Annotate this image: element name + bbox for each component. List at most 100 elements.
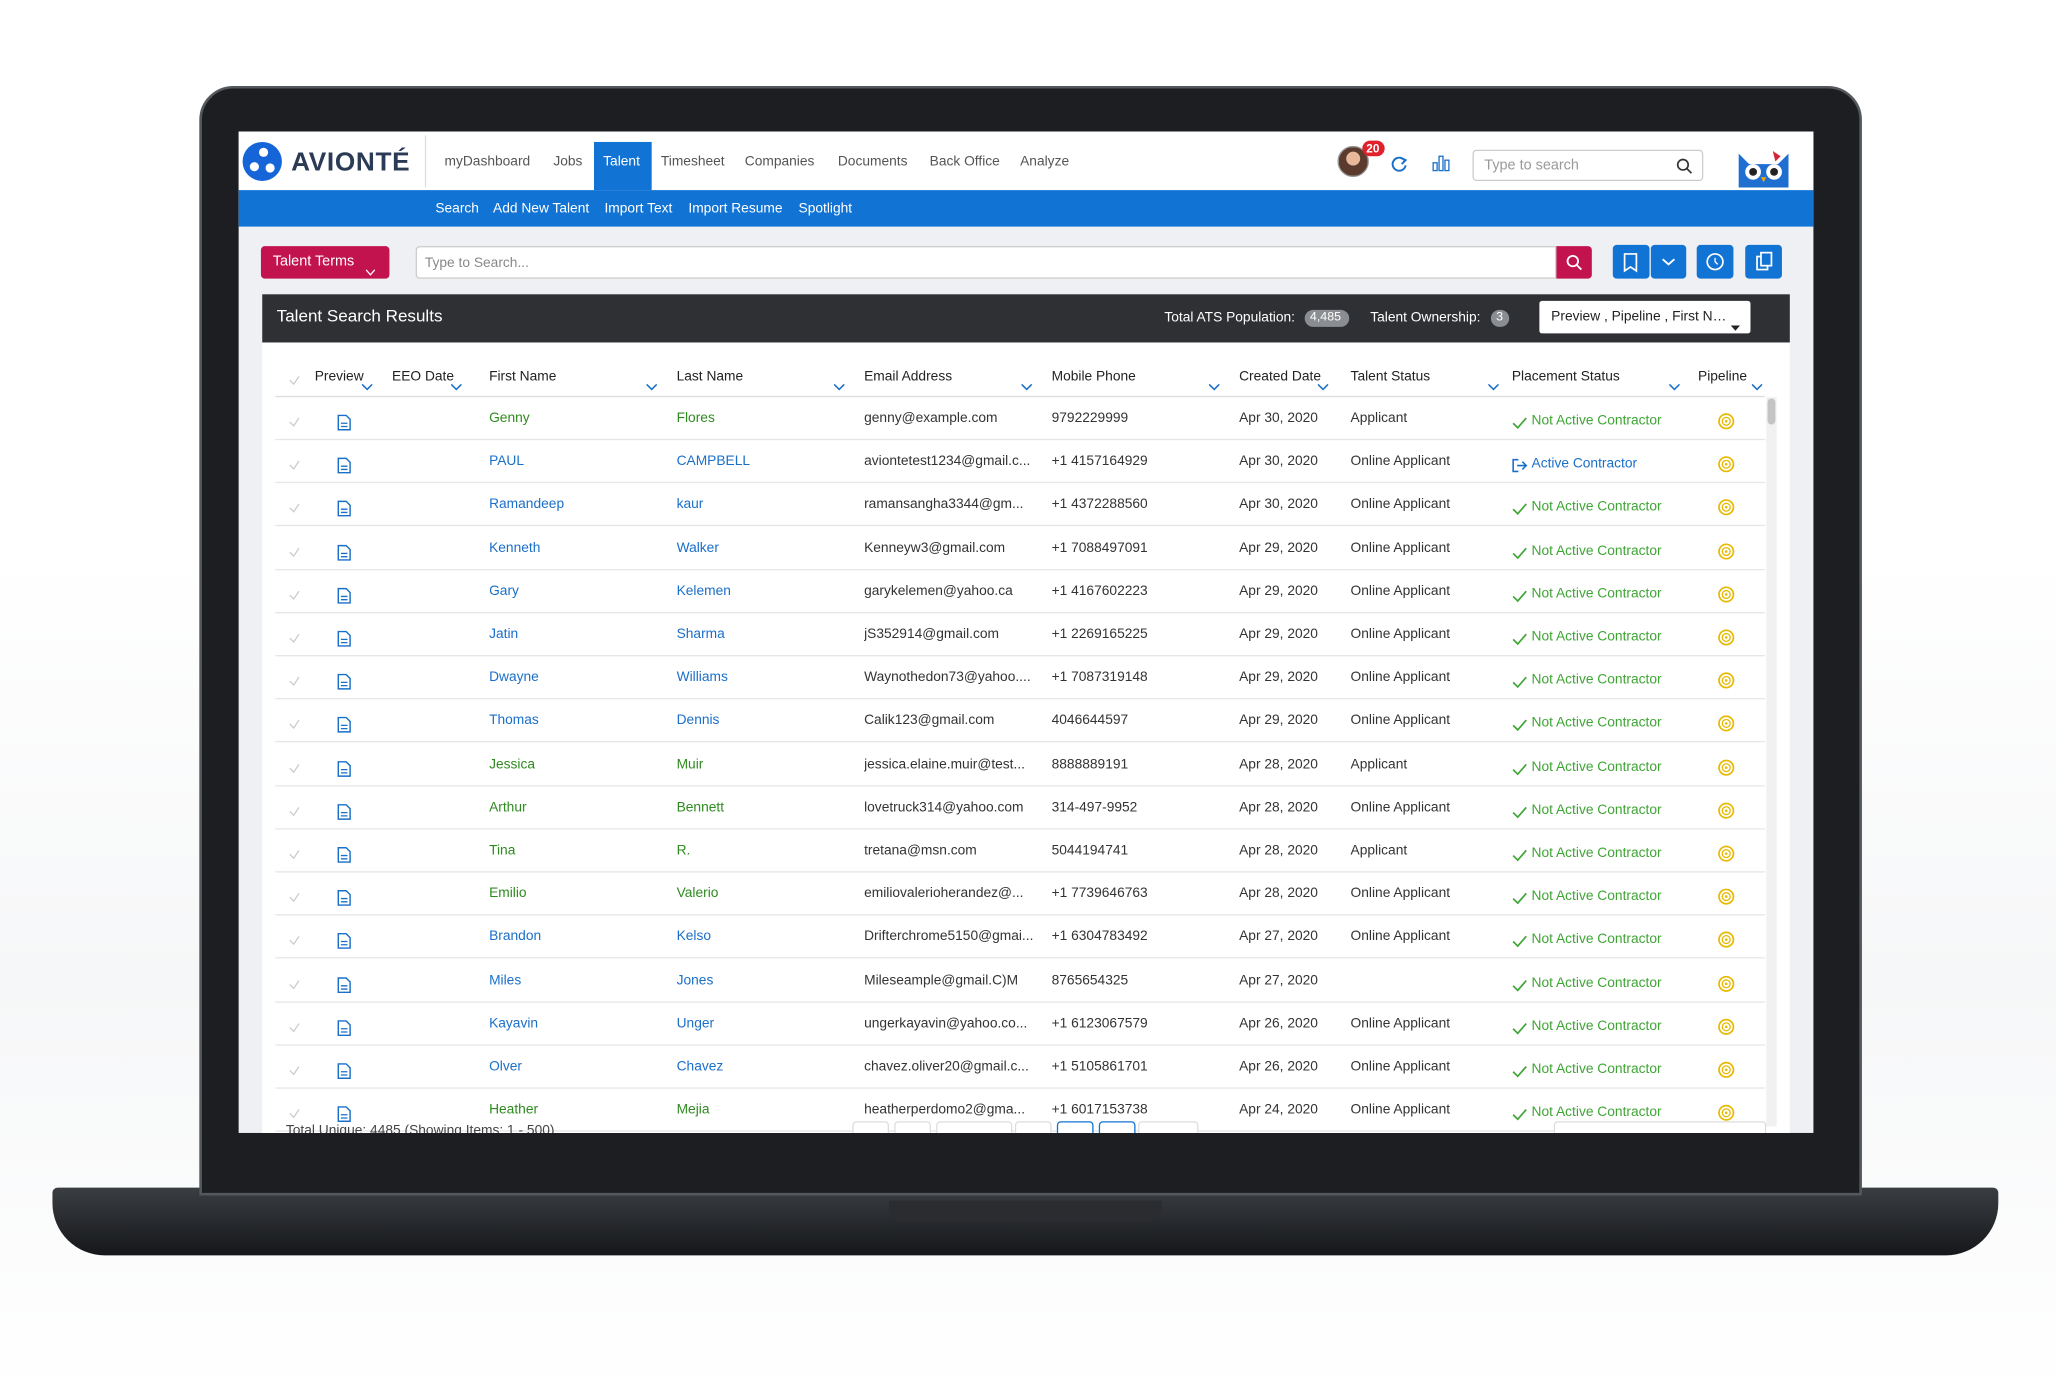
first-name[interactable]: Kenneth xyxy=(489,539,541,556)
last-name[interactable]: R. xyxy=(676,842,691,859)
talent-terms-button[interactable]: Talent Terms xyxy=(260,246,390,279)
nav-item[interactable]: Timesheet xyxy=(660,153,725,170)
global-search[interactable]: Type to search xyxy=(1472,149,1704,182)
search-button[interactable] xyxy=(1556,246,1592,279)
nav-item[interactable]: Analyze xyxy=(1020,153,1070,170)
nav-item[interactable]: Talent xyxy=(603,153,640,170)
pagination-button[interactable] xyxy=(936,1121,1013,1133)
talent-status: Online Applicant xyxy=(1350,1015,1451,1032)
talent-status: Online Applicant xyxy=(1350,712,1451,729)
first-name[interactable]: Gary xyxy=(489,583,519,599)
last-name[interactable]: Kelemen xyxy=(676,583,731,599)
column-header[interactable]: EEO Date xyxy=(392,368,455,385)
last-name[interactable]: kaur xyxy=(676,496,704,513)
first-name[interactable]: Ramandeep xyxy=(489,496,565,513)
first-name[interactable]: Jessica xyxy=(489,756,535,772)
search-input[interactable]: Type to Search... xyxy=(415,246,1557,279)
table-row[interactable]: Jessica Muir jessica.elaine.muir@test... 88… xyxy=(275,743,1765,787)
created-date: Apr 27, 2020 xyxy=(1239,972,1318,988)
last-name[interactable]: Williams xyxy=(676,669,728,686)
bookmark-dropdown[interactable] xyxy=(1650,244,1687,279)
pagination-button[interactable] xyxy=(1056,1121,1094,1133)
table-row[interactable]: Brandon Kelso Drifterchrome5150@gmai... +1 … xyxy=(275,916,1765,959)
last-name[interactable]: Bennett xyxy=(676,799,725,815)
email: Waynothedon73@yahoo.... xyxy=(864,669,1031,686)
preview-icon xyxy=(337,760,351,777)
last-name[interactable]: Valerio xyxy=(676,885,719,902)
subnav-item[interactable]: Import Resume xyxy=(688,200,783,217)
first-name[interactable]: Kayavin xyxy=(489,1015,539,1032)
last-name[interactable]: Jones xyxy=(676,972,714,988)
pagination-button[interactable] xyxy=(1098,1121,1136,1133)
pagination-button[interactable] xyxy=(1138,1121,1199,1133)
table-row[interactable]: Tina R. tretana@msn.com 5044194741 Apr 28, 2… xyxy=(275,830,1765,873)
pagination-button[interactable] xyxy=(894,1121,931,1133)
last-name[interactable]: Chavez xyxy=(676,1058,724,1075)
last-name[interactable]: Walker xyxy=(676,539,719,556)
placement-status: Not Active Contractor xyxy=(1531,758,1662,775)
first-name[interactable]: Miles xyxy=(489,972,522,988)
last-name[interactable]: Mejia xyxy=(676,1101,710,1118)
subnav-item[interactable]: Search xyxy=(435,200,479,217)
table-row[interactable]: Kayavin Unger ungerkayavin@yahoo.co... +1 6… xyxy=(275,1002,1765,1046)
table-row[interactable]: Olver Chavez chavez.oliver20@gmail.c... +1 … xyxy=(275,1046,1765,1089)
nav-item[interactable]: Jobs xyxy=(553,153,583,170)
first-name[interactable]: Brandon xyxy=(489,929,542,945)
pagination-button[interactable] xyxy=(852,1121,890,1133)
column-header[interactable]: Preview xyxy=(314,368,364,385)
table-row[interactable]: PAUL CAMPBELL aviontetest1234@gmail.c... +1… xyxy=(275,440,1765,484)
last-name[interactable]: Unger xyxy=(676,1015,715,1032)
column-header[interactable]: Last Name xyxy=(676,368,744,385)
history-button[interactable] xyxy=(1696,244,1734,279)
table-row[interactable]: Kenneth Walker Kenneyw3@gmail.com +1 708849… xyxy=(275,527,1765,570)
column-header[interactable]: Pipeline xyxy=(1698,368,1748,385)
first-name[interactable]: Arthur xyxy=(489,799,527,815)
column-header[interactable]: First Name xyxy=(489,368,557,385)
last-name[interactable]: Kelso xyxy=(676,929,712,945)
subnav-item[interactable]: Add New Talent xyxy=(493,200,590,217)
preview-icon xyxy=(337,630,351,647)
scrollbar-thumb[interactable] xyxy=(1767,398,1776,425)
first-name[interactable]: Jatin xyxy=(489,626,519,643)
table-row[interactable]: Thomas Dennis Calik123@gmail.com 4046644597… xyxy=(275,700,1765,743)
first-name[interactable]: PAUL xyxy=(489,453,525,470)
last-name[interactable]: Flores xyxy=(676,410,715,426)
table-row[interactable]: Jatin Sharma jS352914@gmail.com +1 22691652… xyxy=(275,613,1765,657)
email: jessica.elaine.muir@test... xyxy=(864,756,1026,772)
bookmark-button[interactable] xyxy=(1612,244,1650,279)
subnav-item[interactable]: Import Text xyxy=(604,200,673,217)
nav-item[interactable]: Companies xyxy=(744,153,815,170)
column-header[interactable]: Email Address xyxy=(864,368,953,385)
column-header[interactable]: Talent Status xyxy=(1350,368,1431,385)
first-name[interactable]: Emilio xyxy=(489,885,527,902)
nav-item[interactable]: myDashboard xyxy=(444,153,531,170)
first-name[interactable]: Thomas xyxy=(489,712,539,729)
page-size-select[interactable] xyxy=(1553,1121,1767,1133)
table-row[interactable]: Ramandeep kaur ramansangha3344@gm... +1 437… xyxy=(275,484,1765,527)
column-selector[interactable]: Preview , Pipeline , First Nam xyxy=(1539,300,1751,334)
column-header[interactable]: Placement Status xyxy=(1511,368,1620,385)
last-name[interactable]: CAMPBELL xyxy=(676,453,751,470)
talent-status: Online Applicant xyxy=(1350,1058,1451,1075)
subnav-item[interactable]: Spotlight xyxy=(798,200,853,217)
copy-button[interactable] xyxy=(1745,244,1782,279)
nav-item[interactable]: Back Office xyxy=(929,153,1000,170)
last-name[interactable]: Sharma xyxy=(676,626,725,643)
table-row[interactable]: Dwayne Williams Waynothedon73@yahoo.... +1 … xyxy=(275,657,1765,700)
first-name[interactable]: Olver xyxy=(489,1058,522,1075)
first-name[interactable]: Genny xyxy=(489,410,530,426)
table-row[interactable]: Emilio Valerio emiliovalerioherandez@... +1… xyxy=(275,873,1765,916)
placement-icon xyxy=(1512,586,1528,602)
table-row[interactable]: Gary Kelemen garykelemen@yahoo.ca +1 416760… xyxy=(275,570,1765,614)
first-name[interactable]: Tina xyxy=(489,842,516,859)
last-name[interactable]: Dennis xyxy=(676,712,720,729)
first-name[interactable]: Dwayne xyxy=(489,669,539,686)
last-name[interactable]: Muir xyxy=(676,756,704,772)
pagination-button[interactable] xyxy=(1014,1121,1052,1133)
table-row[interactable]: Genny Flores genny@example.com 9792229999 Ap… xyxy=(275,397,1765,441)
first-name[interactable]: Heather xyxy=(489,1101,539,1118)
table-row[interactable]: Arthur Bennett lovetruck314@yahoo.com 314-4… xyxy=(275,786,1765,830)
nav-item[interactable]: Documents xyxy=(837,153,908,170)
column-header[interactable]: Mobile Phone xyxy=(1051,368,1136,385)
table-row[interactable]: Miles Jones Mileseample@gmail.C)M 876565432… xyxy=(275,959,1765,1003)
